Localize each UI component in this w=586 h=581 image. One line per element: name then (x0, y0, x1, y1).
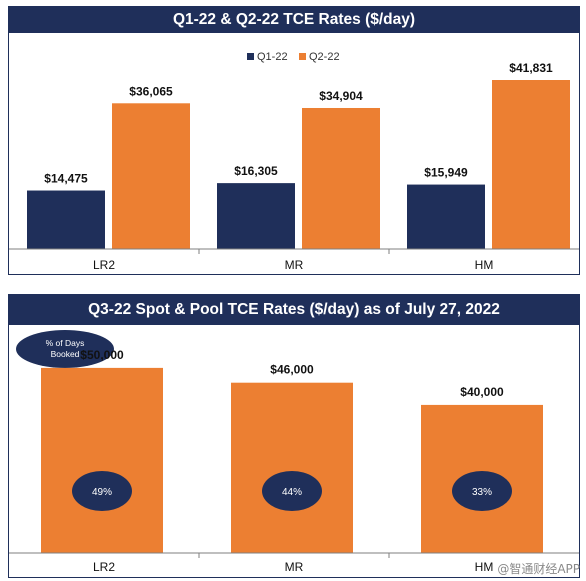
booked-legend-text-line2: Booked (51, 349, 80, 359)
chart-title: Q1-22 & Q2-22 TCE Rates ($/day) (9, 7, 579, 33)
bar-lr2-q2-22 (112, 103, 190, 250)
x-tick-label-lr2: LR2 (93, 258, 115, 272)
data-label-mr-q1-22: $16,305 (234, 164, 278, 178)
booked-legend-ellipse (16, 330, 114, 368)
booked-ellipse-mr (262, 471, 322, 511)
booked-legend-text-line1: % of Days (46, 338, 85, 348)
bar-mr-q2-22 (302, 107, 380, 249)
data-label-lr2-q3: $50,000 (80, 348, 124, 362)
legend-swatch-q1-22 (247, 53, 254, 60)
bar-lr2-q3 (41, 367, 163, 553)
x-tick-label-mr: MR (285, 560, 304, 574)
booked-percent-mr: 44% (282, 487, 302, 498)
bar-mr-q1-22 (217, 183, 295, 249)
bar-lr2-q1-22 (27, 190, 105, 249)
legend-swatch-q2-22 (299, 53, 306, 60)
booked-percent-lr2: 49% (92, 487, 112, 498)
x-tick-label-hm: HM (475, 258, 494, 272)
bar-hm-q1-22 (407, 184, 485, 249)
tce-rates-chart-q1-q2: Q1-22 Q2-22 $14,475 $36,065 LR2 $16,305 $34,90… (9, 51, 579, 272)
bar-mr-q3 (231, 382, 353, 553)
x-tick-label-mr: MR (285, 258, 304, 272)
legend-label-q2-22: Q2-22 (309, 51, 340, 63)
x-tick-label-lr2: LR2 (93, 560, 115, 574)
data-label-hm-q3: $40,000 (460, 385, 504, 399)
chart-panel-q3: Q3-22 Spot & Pool TCE Rates ($/day) as o… (8, 294, 580, 578)
booked-ellipse-lr2 (72, 471, 132, 511)
booked-percent-hm: 33% (472, 487, 492, 498)
chart-panel-q1-q2: Q1-22 & Q2-22 TCE Rates ($/day) Q1-22 Q2-… (8, 6, 580, 275)
booked-ellipse-hm (452, 471, 512, 511)
x-tick-label-hm: HM (475, 560, 494, 574)
watermark: @智通财经APP (497, 562, 580, 576)
data-label-mr-q2-22: $34,904 (319, 89, 363, 103)
data-label-lr2-q1-22: $14,475 (44, 172, 88, 186)
chart-title: Q3-22 Spot & Pool TCE Rates ($/day) as o… (9, 295, 579, 325)
data-label-lr2-q2-22: $36,065 (129, 84, 173, 98)
legend-label-q1-22: Q1-22 (257, 51, 288, 63)
bar-hm-q2-22 (492, 80, 570, 249)
data-label-mr-q3: $46,000 (270, 363, 314, 377)
data-label-hm-q2-22: $41,831 (509, 61, 553, 75)
data-label-hm-q1-22: $15,949 (424, 166, 468, 180)
